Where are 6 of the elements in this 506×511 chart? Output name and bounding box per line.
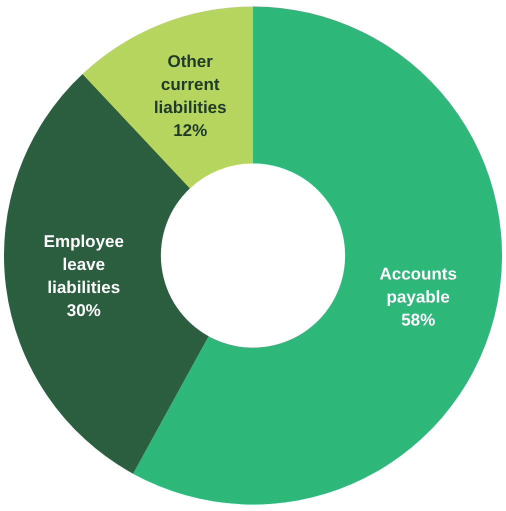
data-label: 30% <box>66 301 101 320</box>
slice-label: Employee leave liabilities <box>44 232 124 298</box>
slice-label: Accounts payable <box>379 264 457 307</box>
slice-label: Other current liabilities <box>154 52 227 118</box>
data-label: 12% <box>173 121 208 140</box>
data-label: 58% <box>401 310 436 330</box>
